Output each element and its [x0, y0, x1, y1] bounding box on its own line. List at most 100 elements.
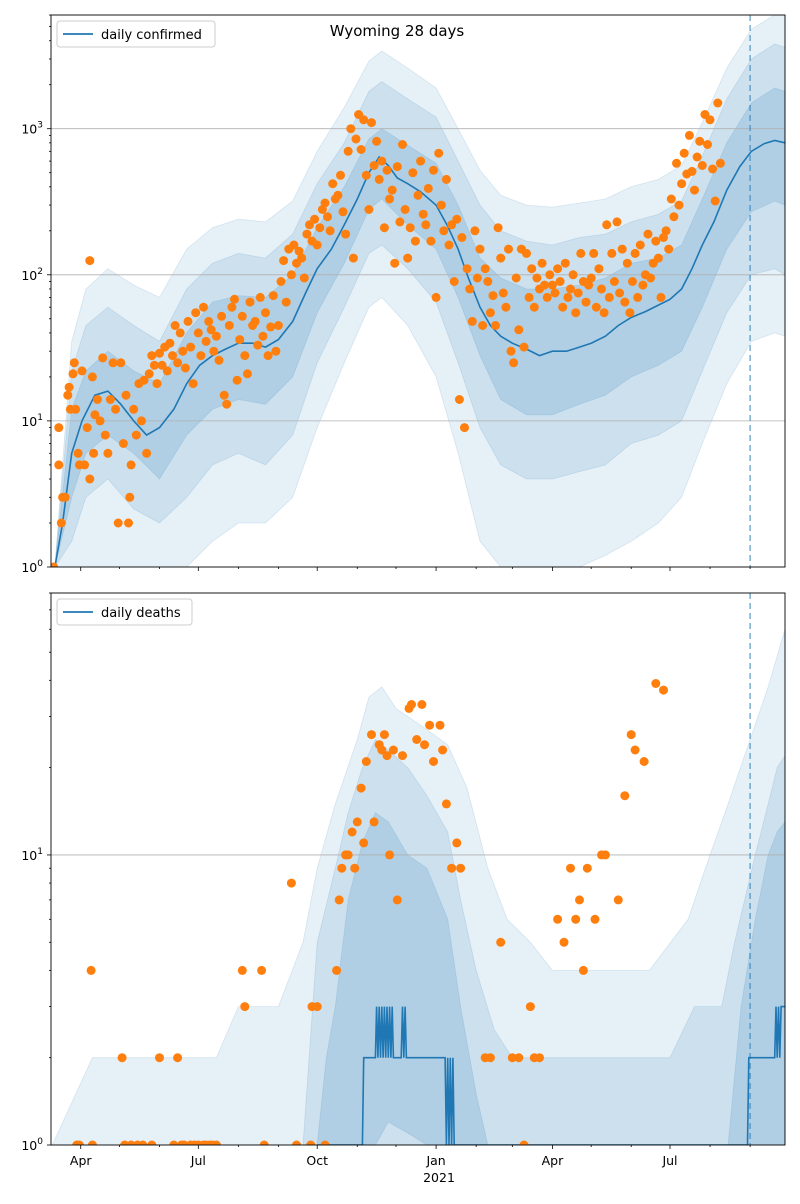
data-point [669, 212, 679, 222]
data-point [626, 730, 636, 740]
data-point [73, 448, 83, 458]
data-point [51, 562, 59, 567]
data-point [599, 308, 609, 318]
data-point [299, 273, 309, 283]
data-point [325, 226, 335, 236]
data-point [405, 223, 415, 233]
data-point [297, 253, 307, 263]
data-point [537, 258, 547, 268]
data-point [382, 751, 392, 761]
data-point [485, 308, 495, 318]
data-point [532, 273, 542, 283]
data-point [387, 185, 397, 195]
data-point [149, 360, 159, 370]
data-point [369, 161, 379, 170]
data-point [703, 140, 712, 149]
data-point [89, 448, 99, 458]
data-point [367, 730, 376, 740]
data-point [715, 158, 725, 168]
data-point [491, 321, 500, 330]
data-point [377, 156, 387, 166]
data-point [540, 280, 550, 290]
data-point [465, 284, 475, 294]
data-point [139, 375, 149, 385]
data-point [302, 229, 312, 239]
data-point [710, 196, 720, 206]
data-point [558, 302, 568, 312]
x-tick-label: Apr [70, 1153, 92, 1168]
data-point [412, 735, 422, 744]
data-point [131, 430, 141, 440]
data-point [635, 240, 645, 250]
data-point [674, 200, 684, 210]
data-point [129, 404, 139, 414]
data-point [504, 244, 513, 254]
data-point [211, 331, 221, 341]
data-point [364, 205, 374, 214]
data-point [478, 321, 488, 330]
data-point [519, 342, 529, 352]
data-point [444, 240, 454, 250]
data-point [113, 518, 123, 528]
data-point [147, 1140, 157, 1145]
data-point [385, 850, 395, 860]
data-point [346, 124, 356, 134]
data-point [695, 136, 705, 146]
axes-frame [50, 14, 786, 568]
data-point [524, 292, 534, 302]
data-point [214, 355, 224, 365]
data-point [566, 284, 575, 294]
data-point [336, 170, 345, 180]
data-point [253, 340, 263, 350]
data-point [519, 1140, 529, 1145]
data-point [173, 358, 183, 368]
x-tick-label: Jul [190, 1153, 206, 1168]
data-point [511, 273, 521, 283]
deaths-line [317, 1005, 785, 1145]
data-point [425, 720, 435, 730]
data-point [630, 248, 640, 258]
data-point [191, 308, 201, 318]
data-point [170, 321, 180, 330]
data-point [124, 518, 133, 528]
data-point [137, 416, 146, 426]
data-point [639, 757, 649, 766]
data-point [677, 179, 687, 189]
data-point [600, 850, 610, 860]
data-point [398, 751, 407, 761]
data-point [356, 783, 366, 793]
data-point [545, 270, 555, 280]
data-point [199, 302, 208, 312]
data-point [398, 140, 407, 149]
data-point [201, 336, 211, 346]
data-point [431, 292, 441, 302]
data-point [684, 130, 694, 140]
x-tick-label: Apr [542, 1153, 564, 1168]
data-point [320, 198, 330, 208]
data-point [142, 448, 152, 458]
y-tick-label: 100 [21, 559, 43, 575]
data-point [418, 209, 428, 219]
data-point [175, 328, 185, 338]
data-point [620, 791, 630, 801]
data-point [553, 264, 563, 274]
data-point [416, 156, 426, 166]
data-point [235, 335, 245, 345]
data-point [196, 351, 206, 361]
data-point [438, 745, 448, 755]
data-point [553, 914, 563, 924]
data-point [586, 273, 596, 283]
data-point [337, 863, 347, 873]
data-point [85, 474, 95, 484]
data-point [125, 492, 135, 502]
data-point [343, 850, 353, 860]
data-point [395, 217, 405, 227]
data-point [117, 1053, 127, 1063]
data-point [312, 240, 322, 250]
confirmed-panel: 100 101 102 103 daily confirmed [21, 14, 786, 575]
data-point [664, 244, 674, 254]
data-point [679, 148, 689, 158]
data-point [392, 895, 402, 905]
data-point [620, 297, 630, 307]
data-point [259, 1140, 269, 1145]
